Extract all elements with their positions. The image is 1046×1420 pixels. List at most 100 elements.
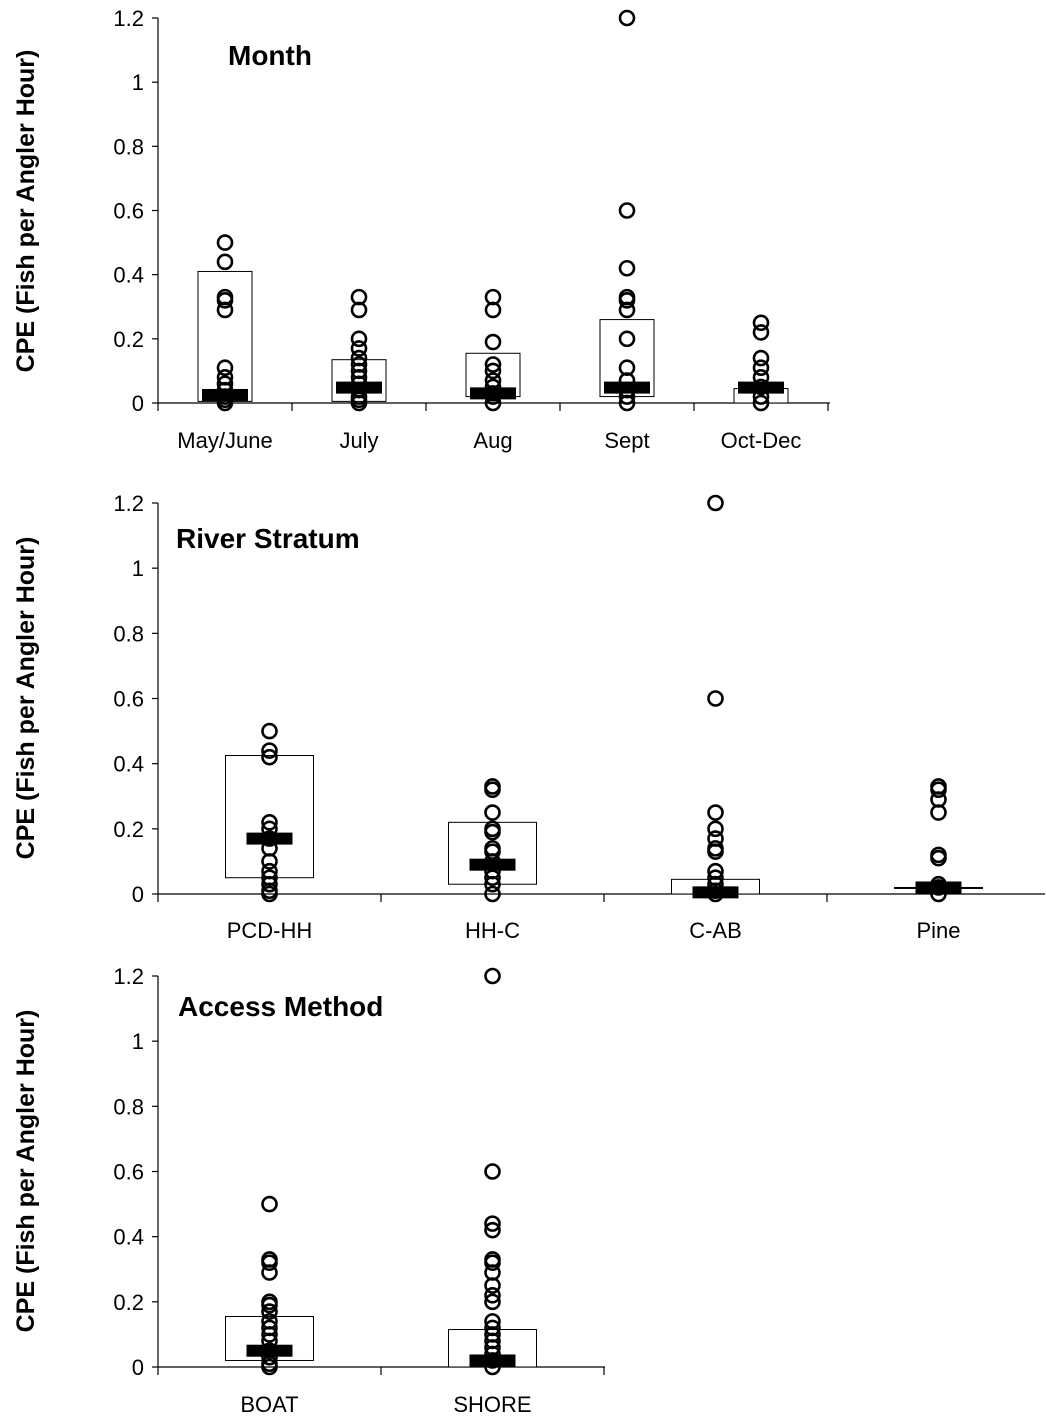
data-point	[216, 359, 234, 377]
y-tick-label: 0.8	[113, 1094, 144, 1119]
data-point	[216, 253, 234, 271]
x-category-label: Aug	[473, 428, 512, 453]
data-point	[484, 1293, 501, 1311]
data-point	[930, 781, 947, 799]
data-point	[484, 843, 501, 860]
panel-title: Month	[228, 40, 312, 71]
y-tick-label: 0.6	[113, 687, 144, 712]
data-point	[484, 362, 502, 380]
y-tick-label: 1.2	[113, 6, 144, 31]
x-category-label: Oct-Dec	[721, 428, 802, 453]
data-point	[707, 804, 724, 821]
data-point	[930, 849, 947, 867]
data-point	[618, 394, 636, 412]
data-point	[216, 234, 234, 251]
data-point	[752, 349, 770, 367]
y-tick-label: 1	[132, 1029, 144, 1054]
data-point	[484, 885, 501, 903]
x-category-label: PCD-HH	[227, 918, 313, 943]
y-tick-label: 1.2	[113, 491, 144, 516]
data-point	[484, 1215, 501, 1232]
data-point	[618, 259, 636, 277]
panel-1: CPE (Fish per Angler Hour) Month 0 0.2 0.4 0.…	[12, 6, 830, 453]
median-bar	[202, 388, 248, 401]
data-point	[484, 1277, 501, 1294]
data-point	[261, 1296, 278, 1314]
y-tick-label: 0	[132, 391, 144, 416]
data-point	[261, 885, 278, 903]
data-point	[350, 340, 368, 357]
median-bar	[469, 1354, 516, 1367]
data-point	[261, 748, 278, 766]
y-tick-label: 0	[132, 1355, 144, 1380]
median-bar	[336, 381, 382, 394]
median-bar	[915, 881, 962, 894]
x-category-label: HH-C	[465, 918, 520, 943]
median-bar	[469, 858, 516, 871]
data-point	[261, 1358, 278, 1376]
data-point	[484, 1221, 501, 1239]
y-tick-label: 0.2	[113, 817, 144, 842]
data-point	[261, 1303, 278, 1320]
panel-3: CPE (Fish per Angler Hour) Access Method 0…	[12, 964, 605, 1417]
x-category-label: Sept	[604, 428, 649, 453]
y-axis-label: CPE (Fish per Angler Hour)	[12, 537, 40, 860]
data-point	[350, 394, 368, 412]
data-point	[752, 324, 770, 341]
y-tick-label: 0.4	[113, 752, 144, 777]
data-point	[484, 301, 502, 319]
x-category-label: Pine	[916, 918, 960, 943]
data-point	[618, 202, 636, 219]
x-category-label: SHORE	[453, 1392, 531, 1417]
y-tick-label: 0	[132, 882, 144, 907]
data-point	[261, 1254, 278, 1272]
panel-title: River Stratum	[176, 523, 360, 554]
data-point	[261, 875, 278, 893]
data-point	[484, 875, 501, 893]
data-point	[707, 843, 724, 860]
data-point	[261, 814, 278, 831]
data-point	[261, 1195, 278, 1213]
data-point	[752, 394, 770, 412]
y-axis-label: CPE (Fish per Angler Hour)	[12, 1010, 40, 1333]
data-point	[618, 292, 636, 309]
data-point	[618, 301, 636, 319]
panel-title: Access Method	[178, 991, 383, 1022]
x-category-label: C-AB	[689, 918, 742, 943]
data-point	[618, 330, 636, 348]
data-point	[484, 967, 501, 985]
median-bar	[470, 387, 516, 400]
y-tick-label: 0.2	[113, 1290, 144, 1315]
data-point	[707, 690, 724, 707]
data-point	[484, 1163, 501, 1180]
median-bar	[246, 832, 293, 845]
y-axis-label: CPE (Fish per Angler Hour)	[12, 50, 40, 373]
y-tick-label: 0.6	[113, 1160, 144, 1185]
data-point	[216, 292, 234, 309]
data-point	[484, 333, 502, 351]
data-point	[752, 314, 770, 332]
y-tick-label: 0.2	[113, 327, 144, 352]
y-tick-label: 0.8	[113, 134, 144, 159]
data-point	[484, 781, 501, 799]
data-point	[484, 356, 502, 373]
y-tick-label: 1	[132, 70, 144, 95]
data-point	[484, 823, 501, 841]
panel-2: CPE (Fish per Angler Hour) River Stratum 0…	[12, 491, 1045, 943]
x-category-label: May/June	[177, 428, 272, 453]
y-tick-label: 1.2	[113, 964, 144, 989]
data-point	[707, 494, 724, 512]
data-point	[261, 853, 278, 870]
data-point	[752, 359, 770, 377]
data-point	[484, 1287, 501, 1304]
median-bar	[692, 886, 739, 899]
data-point	[261, 1264, 278, 1281]
x-category-label: July	[339, 428, 378, 453]
data-point	[261, 742, 278, 759]
data-point	[618, 9, 636, 27]
y-tick-label: 0.6	[113, 199, 144, 224]
y-tick-label: 0.8	[113, 621, 144, 646]
data-point	[216, 301, 234, 319]
data-point	[261, 1326, 278, 1343]
